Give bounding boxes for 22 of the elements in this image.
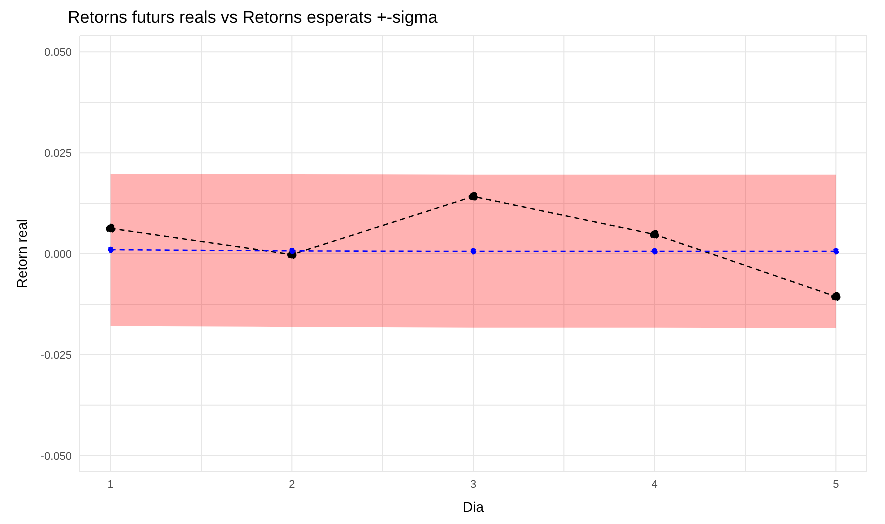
y-axis-title: Retorn real <box>14 219 30 289</box>
point <box>470 248 477 255</box>
point <box>289 248 296 254</box>
x-tick-label: 3 <box>470 478 477 491</box>
x-tick-label: 1 <box>108 478 114 491</box>
y-tick-label: 0.025 <box>44 148 72 160</box>
point <box>650 230 660 240</box>
point <box>468 192 478 202</box>
x-axis-title: Dia <box>462 499 484 515</box>
point <box>833 248 840 255</box>
chart-title: Retorns futurs reals vs Retorns esperats +-sigma <box>68 8 439 28</box>
point <box>106 224 116 234</box>
y-tick-label: -0.025 <box>40 350 72 362</box>
point <box>652 248 658 255</box>
x-tick-label: 4 <box>652 478 658 491</box>
point <box>108 246 114 254</box>
point <box>832 292 841 302</box>
y-tick-label: 0.050 <box>44 47 72 60</box>
x-tick-label: 2 <box>289 478 296 491</box>
x-tick-label: 5 <box>833 478 840 491</box>
y-tick-label: 0.000 <box>44 248 72 261</box>
y-tick-label: -0.050 <box>40 450 72 463</box>
